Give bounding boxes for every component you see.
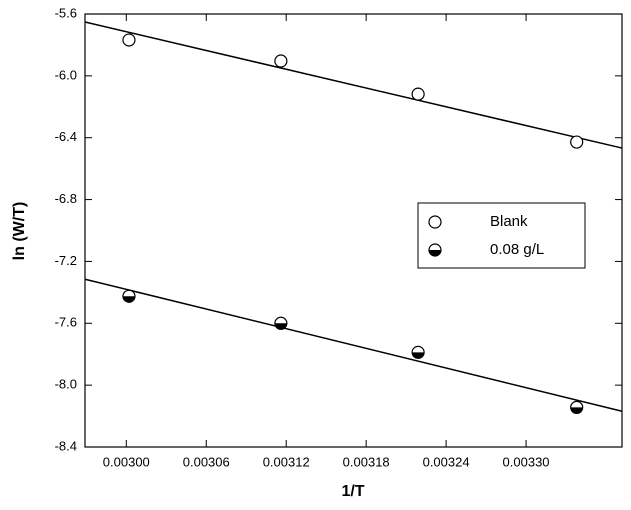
legend-label: Blank <box>490 213 528 230</box>
marker <box>570 400 584 415</box>
legend-box <box>417 202 586 269</box>
marker <box>122 33 136 47</box>
marker <box>428 243 442 257</box>
marker-part <box>429 250 441 256</box>
x-tick-label: 0.00330 <box>503 454 550 469</box>
x-tick-label: 0.00306 <box>183 454 230 469</box>
x-tick-label: 0.00312 <box>263 454 310 469</box>
marker <box>274 54 288 68</box>
marker-part <box>122 296 135 303</box>
y-tick-label: -6.0 <box>55 67 77 82</box>
marker <box>411 345 425 359</box>
marker-part <box>274 323 287 330</box>
marker-part <box>570 135 584 149</box>
fit-line <box>84 21 623 149</box>
marker-part <box>274 54 288 68</box>
y-tick-label: -6.4 <box>55 129 77 144</box>
marker <box>411 87 425 101</box>
marker <box>428 215 442 229</box>
plot-frame <box>84 13 623 448</box>
legend-label: 0.08 g/L <box>490 241 544 258</box>
y-tick-label: -6.8 <box>55 191 77 206</box>
x-axis-title: 1/T <box>341 483 364 500</box>
fit-line <box>84 278 623 413</box>
y-tick-label: -7.2 <box>55 253 77 268</box>
marker <box>274 316 288 330</box>
x-tick-label: 0.00324 <box>423 454 470 469</box>
marker-part <box>411 87 425 101</box>
y-tick-label: -7.6 <box>55 315 77 330</box>
marker <box>570 135 584 149</box>
y-axis-title: ln (W/T) <box>11 202 28 261</box>
marker-part <box>122 33 136 47</box>
x-tick-label: 0.00318 <box>343 454 390 469</box>
y-tick-label: -8.4 <box>55 438 77 453</box>
marker-part <box>428 215 442 229</box>
y-tick-label: -5.6 <box>55 5 77 20</box>
x-tick-label: 0.00300 <box>103 454 150 469</box>
y-tick-label: -8.0 <box>55 377 77 392</box>
marker-part <box>412 352 425 359</box>
marker-part <box>570 407 583 414</box>
marker <box>122 289 136 303</box>
